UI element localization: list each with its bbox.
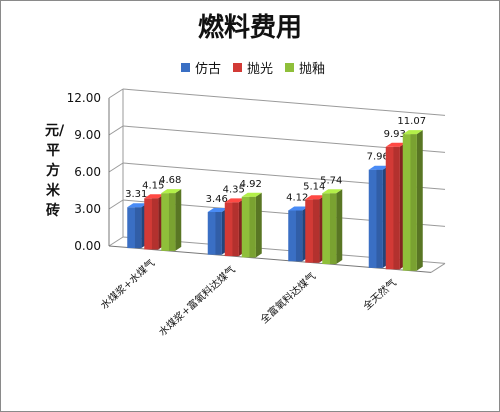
- data-label: 3.46: [206, 194, 228, 205]
- bar-shade: [215, 211, 222, 255]
- bar-top: [127, 203, 148, 208]
- bar-top: [368, 165, 389, 170]
- bar-side: [255, 192, 262, 258]
- bar-top: [288, 206, 309, 211]
- bar-top: [305, 195, 326, 200]
- legend-swatch-series-1: [181, 63, 190, 72]
- bar-shade: [376, 169, 383, 268]
- x-category-label: 全天然气: [360, 276, 398, 312]
- gridline-depth: [108, 162, 124, 173]
- legend-label-series-1: 仿古: [195, 62, 222, 77]
- data-label: 4.12: [286, 192, 308, 203]
- data-label: 5.74: [320, 175, 342, 186]
- bar-shade: [410, 134, 417, 271]
- bar-top: [161, 189, 182, 194]
- legend-swatch-series-3: [285, 63, 295, 72]
- legend-label-series-2: 抛光: [247, 62, 274, 77]
- chart-title: 燃料费用: [197, 13, 302, 43]
- bar-side: [416, 130, 423, 271]
- legend-swatch-series-2: [233, 63, 243, 72]
- bar-top: [402, 130, 423, 135]
- bar-shade: [249, 196, 256, 258]
- x-category-label: 水煤浆+富氧料达煤气: [156, 263, 238, 338]
- gridline-depth: [108, 236, 124, 247]
- bar-top: [207, 207, 228, 212]
- legend-item-series-3: 抛釉: [285, 58, 325, 77]
- y-tick-label: 9.00: [74, 128, 101, 142]
- bar-shade: [232, 202, 239, 257]
- gridline-depth: [108, 88, 124, 99]
- data-label: 9.93: [384, 129, 406, 140]
- bar-shade: [168, 193, 176, 251]
- y-tick-label: 0.00: [74, 239, 101, 253]
- bar-top: [144, 194, 165, 199]
- bar-side: [336, 189, 343, 265]
- bar-shade: [295, 210, 303, 262]
- bar-shade: [312, 199, 320, 263]
- gridline-depth: [108, 199, 124, 210]
- bar-shade: [329, 193, 337, 265]
- legend: 仿古 抛光 抛釉: [181, 58, 325, 77]
- data-label: 5.14: [303, 181, 325, 192]
- bar-shade: [151, 198, 159, 250]
- bar-side: [175, 189, 182, 251]
- bar-top: [224, 198, 245, 203]
- gridline-depth: [108, 125, 124, 136]
- data-label: 7.96: [367, 152, 389, 163]
- legend-item-series-1: 仿古: [181, 58, 221, 77]
- x-category-label: 水煤浆+水煤气: [98, 256, 158, 311]
- y-axis-label: 元/平方米砖: [45, 123, 65, 219]
- bar-top: [241, 192, 262, 197]
- bar-shade: [134, 207, 142, 249]
- bar-top: [385, 142, 406, 147]
- data-label: 4.35: [223, 184, 245, 195]
- legend-label-series-3: 抛釉: [299, 62, 326, 77]
- data-label: 11.07: [397, 116, 426, 127]
- data-label: 4.68: [159, 175, 181, 186]
- y-tick-label: 3.00: [74, 202, 101, 216]
- data-label: 4.15: [142, 180, 164, 191]
- floor-right-edge: [430, 262, 446, 273]
- data-label: 3.31: [125, 189, 147, 200]
- bar-shade: [393, 146, 400, 270]
- y-tick-label: 6.00: [74, 165, 101, 179]
- data-label: 4.92: [240, 179, 262, 190]
- legend-item-series-2: 抛光: [233, 58, 273, 77]
- x-category-label: 全富氧料达煤气: [258, 270, 319, 327]
- y-tick-label: 12.00: [67, 91, 101, 105]
- gridline: [122, 88, 446, 116]
- bar-top: [322, 189, 343, 194]
